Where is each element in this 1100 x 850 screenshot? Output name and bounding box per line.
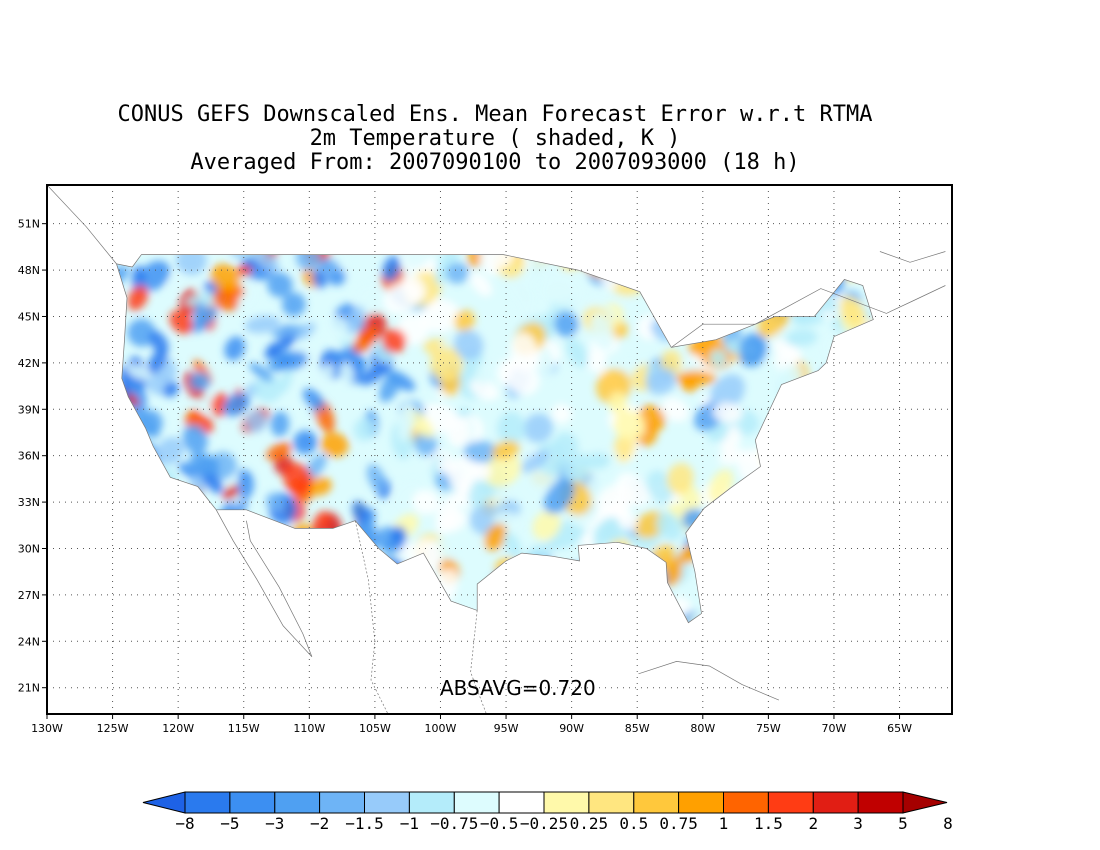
lon-tick-label: 110W [293,722,325,735]
lon-tick-label: 125W [97,722,129,735]
colorbar-box [453,791,500,814]
coastline-segment [879,251,946,263]
colorbar-label: 0.25 [570,814,609,833]
colorbar-label: −2 [310,814,329,833]
colorbar-label: 3 [853,814,863,833]
colorbar-box [678,791,724,814]
colorbar-label: 1 [719,814,729,833]
colorbar-label: −1.5 [345,814,384,833]
colorbar-box [543,791,590,814]
colorbar-box [767,791,814,814]
colorbar-arrow-low [142,791,186,814]
lat-tick-label: 51N [18,218,40,231]
coastline-segment [354,520,389,714]
colorbar-label: 0.5 [619,814,648,833]
lat-tick-label: 27N [18,589,40,602]
lon-tick-label: 115W [228,722,260,735]
conus-outline [115,254,874,624]
colorbar-box [319,791,366,814]
colorbar-box [633,791,680,814]
lon-tick-label: 65W [887,722,912,735]
colorbar-label: −3 [265,814,284,833]
lat-tick-label: 42N [18,357,40,370]
colorbar-label: 0.75 [659,814,698,833]
colorbar-box [274,791,321,814]
colorbar-label: −1 [400,814,419,833]
colorbar-box [229,791,276,814]
colorbar-box [723,791,769,814]
colorbar-label: −0.5 [480,814,519,833]
lat-tick-label: 21N [18,682,40,695]
lon-tick-label: 90W [559,722,584,735]
colorbar-box [812,791,859,814]
colorbar-box [588,791,635,814]
temperature-error-field [116,254,874,623]
lat-tick-label: 39N [18,403,40,416]
colorbar-box [184,791,231,814]
title-line-3: Averaged From: 2007090100 to 2007093000 … [190,150,800,175]
colorbar-label: 5 [898,814,908,833]
colorbar-label: −5 [220,814,239,833]
lat-tick-label: 33N [18,496,40,509]
coastline-segment [47,185,117,265]
coastline-segment [671,285,946,348]
title-line-2: 2m Temperature ( shaded, K ) [309,126,681,151]
lat-lon-grid [47,185,952,714]
colorbar-arrow-high [902,791,948,814]
lon-tick-label: 85W [625,722,650,735]
lon-tick-label: 105W [359,722,391,735]
lon-tick-label: 120W [162,722,194,735]
lat-tick-label: 36N [18,450,40,463]
lon-tick-label: 75W [756,722,781,735]
map-plot: 130W 125W 120W 115W 110W 105W 100W 95W 90W 85W 80W… [18,184,953,735]
lon-tick-label: 130W [31,722,63,735]
colorbar-label: 8 [943,814,953,833]
lat-tick-label: 24N [18,635,40,648]
lon-tick-label: 70W [822,722,847,735]
lat-tick-label: 30N [18,542,40,555]
colorbar-label: −8 [175,814,194,833]
colorbar-label: 2 [808,814,818,833]
colorbar-label: 1.5 [754,814,783,833]
lon-tick-label: 95W [494,722,519,735]
colorbar-box [364,791,410,814]
coastline-segment [215,509,313,658]
colorbar-box [408,791,455,814]
colorbar-box [857,791,904,814]
map-frame [46,184,953,715]
title-line-1: CONUS GEFS Downscaled Ens. Mean Forecast… [117,102,873,127]
axis-ticks: 130W 125W 120W 115W 110W 105W 100W 95W 90W 85W 80W… [18,218,912,735]
lat-tick-label: 45N [18,310,40,323]
colorbar-label: −0.25 [520,814,568,833]
absavg-label: ABSAVG=0.720 [440,676,596,700]
lat-tick-label: 48N [18,264,40,277]
coastline-segment [470,610,487,714]
colorbar-label: −0.75 [430,814,478,833]
lon-tick-label: 80W [690,722,715,735]
colorbar-box [498,791,545,814]
coastline-outline [47,185,946,714]
lon-tick-label: 100W [425,722,457,735]
coastline-segment [638,661,780,701]
